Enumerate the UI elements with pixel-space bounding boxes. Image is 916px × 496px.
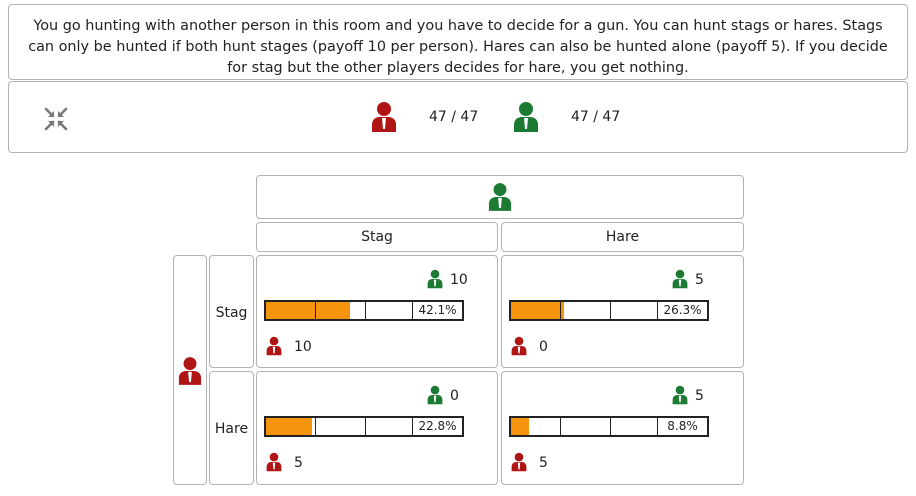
green-player-count: 47 / 47 [571, 109, 621, 125]
bar-tick [610, 302, 611, 319]
choice-share-bar: 22.8% [264, 416, 464, 437]
column-strategy-hare: Hare [501, 222, 744, 252]
choice-share-label: 26.3% [657, 302, 707, 319]
column-strategy-stag: Stag [256, 222, 498, 252]
choice-share-fill [266, 418, 312, 435]
choice-share-fill [511, 302, 564, 319]
cell-hare-stag: 0 22.8% 5 [256, 371, 498, 485]
column-strategy-label: Hare [605, 229, 640, 245]
choice-share-label: 42.1% [412, 302, 462, 319]
green-player-icon [672, 385, 688, 405]
row-strategy-label: Hare [214, 421, 249, 437]
choice-share-bar: 26.3% [509, 300, 709, 321]
red-player-icon [266, 336, 282, 356]
green-player-icon [488, 183, 512, 211]
red-player-icon [372, 102, 396, 132]
bar-tick [365, 302, 366, 319]
instructions-text: You go hunting with another person in th… [28, 18, 888, 76]
red-player-icon [511, 452, 527, 472]
red-player-icon [266, 452, 282, 472]
bar-tick [315, 418, 316, 435]
bar-tick [365, 418, 366, 435]
bar-tick [560, 418, 561, 435]
green-payoff: 0 [450, 388, 459, 404]
choice-share-fill [511, 418, 529, 435]
cell-hare-hare: 5 8.8% 5 [501, 371, 744, 485]
green-player-icon [514, 102, 538, 132]
instructions-panel: You go hunting with another person in th… [8, 4, 908, 80]
choice-share-fill [266, 302, 350, 319]
red-player-icon [511, 336, 527, 356]
green-player-icon [427, 269, 443, 289]
green-player-icon [427, 385, 443, 405]
column-strategy-label: Stag [361, 229, 393, 245]
red-payoff: 5 [539, 455, 548, 471]
red-payoff: 0 [539, 339, 548, 355]
choice-share-bar: 42.1% [264, 300, 464, 321]
column-player-header [256, 175, 744, 219]
choice-share-label: 8.8% [657, 418, 707, 435]
row-strategy-hare: Hare [209, 371, 254, 485]
cell-stag-hare: 5 26.3% 0 [501, 255, 744, 368]
status-panel: 47 / 47 47 / 47 [8, 81, 908, 153]
green-payoff: 10 [450, 272, 468, 288]
row-strategy-stag: Stag [209, 255, 254, 368]
compress-arrows-icon[interactable] [43, 106, 69, 132]
red-player-icon [178, 357, 202, 385]
green-payoff: 5 [695, 272, 704, 288]
red-payoff: 5 [294, 455, 303, 471]
cell-stag-stag: 10 42.1% 10 [256, 255, 498, 368]
choice-share-label: 22.8% [412, 418, 462, 435]
bar-tick [610, 418, 611, 435]
choice-share-bar: 8.8% [509, 416, 709, 437]
green-payoff: 5 [695, 388, 704, 404]
row-player-header [173, 255, 207, 485]
bar-tick [560, 302, 561, 319]
red-payoff: 10 [294, 339, 312, 355]
red-player-count: 47 / 47 [429, 109, 479, 125]
bar-tick [315, 302, 316, 319]
row-strategy-label: Stag [215, 305, 248, 321]
green-player-icon [672, 269, 688, 289]
